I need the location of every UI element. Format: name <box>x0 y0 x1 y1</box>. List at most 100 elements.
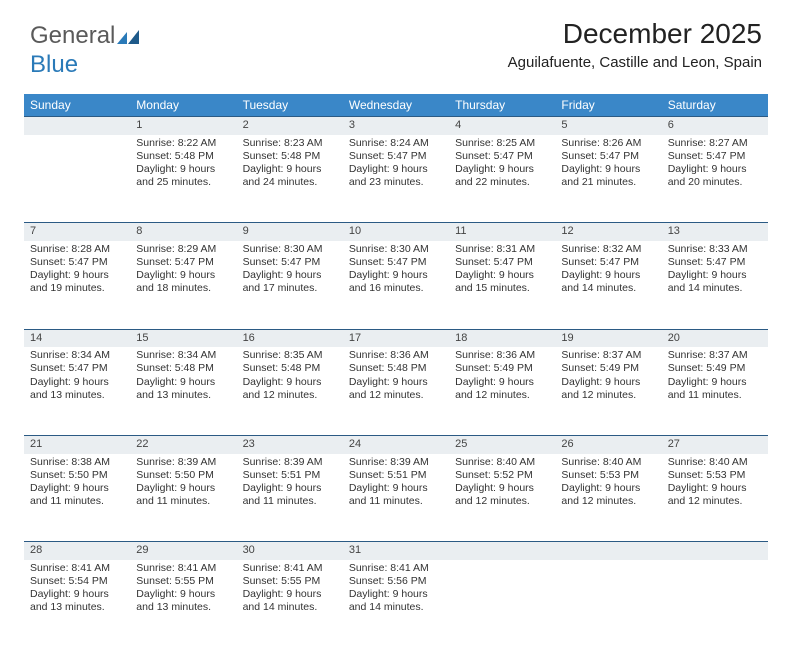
day-header: Thursday <box>449 94 555 117</box>
daylight-text: Daylight: 9 hours and 14 minutes. <box>561 269 655 295</box>
daylight-text: Daylight: 9 hours and 24 minutes. <box>243 163 337 189</box>
daylight-text: Daylight: 9 hours and 12 minutes. <box>561 376 655 402</box>
sunset-text: Sunset: 5:47 PM <box>455 256 549 269</box>
day-number: 22 <box>130 435 236 453</box>
header-right: December 2025 Aguilafuente, Castille and… <box>508 18 762 71</box>
sunset-text: Sunset: 5:47 PM <box>455 150 549 163</box>
day-cell <box>449 560 555 648</box>
day-number: 26 <box>555 435 661 453</box>
month-title: December 2025 <box>508 18 762 50</box>
day-number-row: 28293031 <box>24 542 768 560</box>
sunrise-text: Sunrise: 8:39 AM <box>243 456 337 469</box>
day-cell: Sunrise: 8:24 AMSunset: 5:47 PMDaylight:… <box>343 135 449 223</box>
sunset-text: Sunset: 5:55 PM <box>136 575 230 588</box>
day-number: 16 <box>237 329 343 347</box>
day-cell: Sunrise: 8:37 AMSunset: 5:49 PMDaylight:… <box>662 347 768 435</box>
day-cell: Sunrise: 8:23 AMSunset: 5:48 PMDaylight:… <box>237 135 343 223</box>
sunrise-text: Sunrise: 8:40 AM <box>455 456 549 469</box>
day-cell: Sunrise: 8:40 AMSunset: 5:53 PMDaylight:… <box>662 454 768 542</box>
day-cell: Sunrise: 8:30 AMSunset: 5:47 PMDaylight:… <box>237 241 343 329</box>
day-number: 11 <box>449 223 555 241</box>
daylight-text: Daylight: 9 hours and 11 minutes. <box>243 482 337 508</box>
day-number: 27 <box>662 435 768 453</box>
sunrise-text: Sunrise: 8:31 AM <box>455 243 549 256</box>
day-number: 24 <box>343 435 449 453</box>
day-cell: Sunrise: 8:35 AMSunset: 5:48 PMDaylight:… <box>237 347 343 435</box>
day-header-row: Sunday Monday Tuesday Wednesday Thursday… <box>24 94 768 117</box>
sunset-text: Sunset: 5:53 PM <box>668 469 762 482</box>
day-header: Sunday <box>24 94 130 117</box>
day-cell <box>662 560 768 648</box>
brand-part2: Blue <box>30 51 78 78</box>
sunrise-text: Sunrise: 8:39 AM <box>136 456 230 469</box>
sunrise-text: Sunrise: 8:25 AM <box>455 137 549 150</box>
week-row: Sunrise: 8:38 AMSunset: 5:50 PMDaylight:… <box>24 454 768 542</box>
daylight-text: Daylight: 9 hours and 11 minutes. <box>136 482 230 508</box>
daylight-text: Daylight: 9 hours and 13 minutes. <box>30 588 124 614</box>
day-number <box>662 542 768 560</box>
day-header: Monday <box>130 94 236 117</box>
calendar-table: Sunday Monday Tuesday Wednesday Thursday… <box>24 94 768 648</box>
week-row: Sunrise: 8:28 AMSunset: 5:47 PMDaylight:… <box>24 241 768 329</box>
sunrise-text: Sunrise: 8:34 AM <box>30 349 124 362</box>
day-number: 8 <box>130 223 236 241</box>
sunrise-text: Sunrise: 8:22 AM <box>136 137 230 150</box>
day-number: 4 <box>449 117 555 135</box>
daylight-text: Daylight: 9 hours and 12 minutes. <box>668 482 762 508</box>
day-number: 19 <box>555 329 661 347</box>
sunset-text: Sunset: 5:47 PM <box>668 150 762 163</box>
day-number-row: 14151617181920 <box>24 329 768 347</box>
day-cell: Sunrise: 8:36 AMSunset: 5:49 PMDaylight:… <box>449 347 555 435</box>
day-cell: Sunrise: 8:26 AMSunset: 5:47 PMDaylight:… <box>555 135 661 223</box>
day-number <box>555 542 661 560</box>
sunset-text: Sunset: 5:49 PM <box>668 362 762 375</box>
sunrise-text: Sunrise: 8:34 AM <box>136 349 230 362</box>
day-cell: Sunrise: 8:39 AMSunset: 5:50 PMDaylight:… <box>130 454 236 542</box>
sunset-text: Sunset: 5:48 PM <box>136 362 230 375</box>
daylight-text: Daylight: 9 hours and 14 minutes. <box>349 588 443 614</box>
day-number: 1 <box>130 117 236 135</box>
day-header: Tuesday <box>237 94 343 117</box>
day-cell: Sunrise: 8:40 AMSunset: 5:53 PMDaylight:… <box>555 454 661 542</box>
sunrise-text: Sunrise: 8:30 AM <box>243 243 337 256</box>
daylight-text: Daylight: 9 hours and 13 minutes. <box>136 376 230 402</box>
daylight-text: Daylight: 9 hours and 25 minutes. <box>136 163 230 189</box>
sunset-text: Sunset: 5:55 PM <box>243 575 337 588</box>
daylight-text: Daylight: 9 hours and 11 minutes. <box>30 482 124 508</box>
daylight-text: Daylight: 9 hours and 20 minutes. <box>668 163 762 189</box>
sunrise-text: Sunrise: 8:39 AM <box>349 456 443 469</box>
brand-part1: General <box>30 22 115 49</box>
sunset-text: Sunset: 5:51 PM <box>349 469 443 482</box>
daylight-text: Daylight: 9 hours and 11 minutes. <box>349 482 443 508</box>
day-number: 12 <box>555 223 661 241</box>
day-cell: Sunrise: 8:34 AMSunset: 5:47 PMDaylight:… <box>24 347 130 435</box>
sunrise-text: Sunrise: 8:26 AM <box>561 137 655 150</box>
day-number: 2 <box>237 117 343 135</box>
week-row: Sunrise: 8:22 AMSunset: 5:48 PMDaylight:… <box>24 135 768 223</box>
daylight-text: Daylight: 9 hours and 19 minutes. <box>30 269 124 295</box>
day-cell: Sunrise: 8:41 AMSunset: 5:55 PMDaylight:… <box>130 560 236 648</box>
day-number: 28 <box>24 542 130 560</box>
daylight-text: Daylight: 9 hours and 18 minutes. <box>136 269 230 295</box>
day-cell: Sunrise: 8:30 AMSunset: 5:47 PMDaylight:… <box>343 241 449 329</box>
day-cell: Sunrise: 8:41 AMSunset: 5:54 PMDaylight:… <box>24 560 130 648</box>
day-number-row: 21222324252627 <box>24 435 768 453</box>
sunset-text: Sunset: 5:47 PM <box>243 256 337 269</box>
sunset-text: Sunset: 5:47 PM <box>30 256 124 269</box>
daylight-text: Daylight: 9 hours and 12 minutes. <box>455 376 549 402</box>
sunrise-text: Sunrise: 8:37 AM <box>561 349 655 362</box>
sunrise-text: Sunrise: 8:36 AM <box>455 349 549 362</box>
day-cell: Sunrise: 8:41 AMSunset: 5:56 PMDaylight:… <box>343 560 449 648</box>
daylight-text: Daylight: 9 hours and 16 minutes. <box>349 269 443 295</box>
daylight-text: Daylight: 9 hours and 11 minutes. <box>668 376 762 402</box>
day-number: 20 <box>662 329 768 347</box>
sunset-text: Sunset: 5:47 PM <box>349 150 443 163</box>
sunset-text: Sunset: 5:47 PM <box>136 256 230 269</box>
sunset-text: Sunset: 5:47 PM <box>561 256 655 269</box>
daylight-text: Daylight: 9 hours and 12 minutes. <box>349 376 443 402</box>
day-cell: Sunrise: 8:34 AMSunset: 5:48 PMDaylight:… <box>130 347 236 435</box>
sunrise-text: Sunrise: 8:41 AM <box>30 562 124 575</box>
week-row: Sunrise: 8:41 AMSunset: 5:54 PMDaylight:… <box>24 560 768 648</box>
day-header: Friday <box>555 94 661 117</box>
day-number-row: 78910111213 <box>24 223 768 241</box>
